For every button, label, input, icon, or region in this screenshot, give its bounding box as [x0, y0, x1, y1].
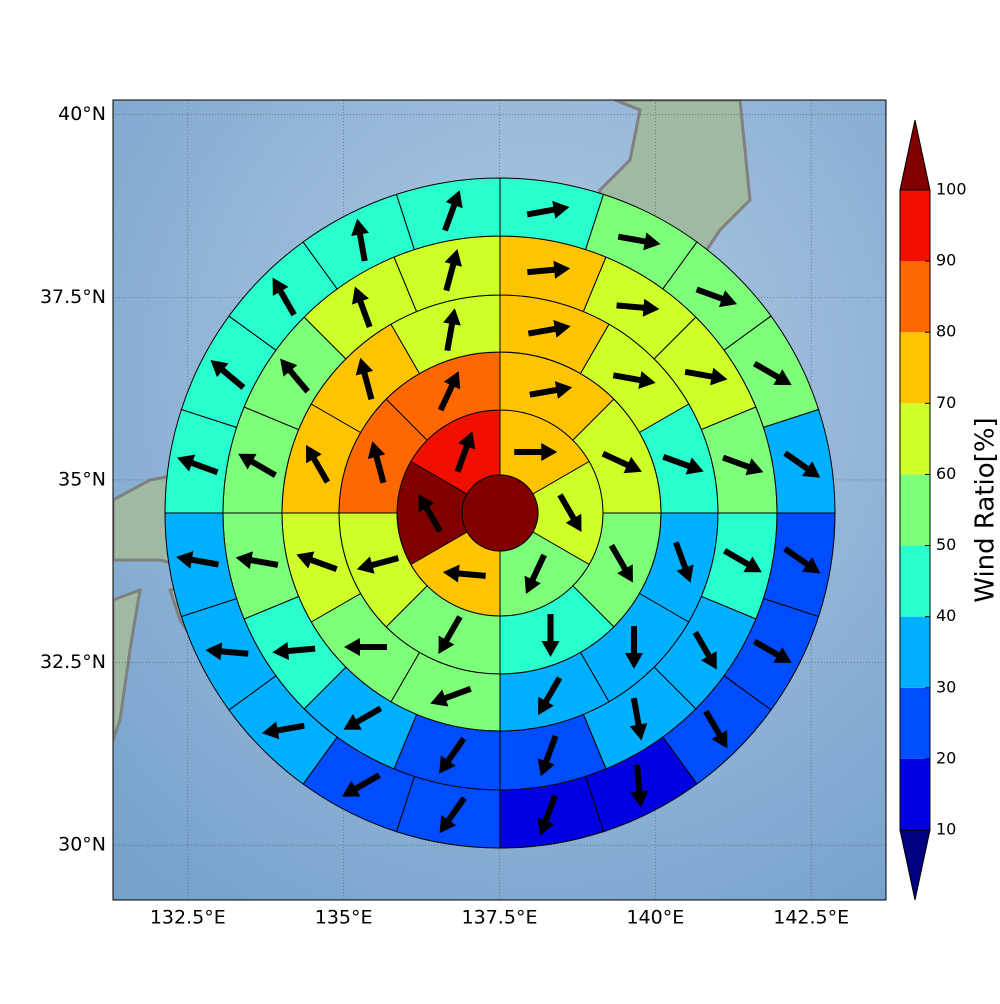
- x-tick-label: 142.5°E: [773, 907, 849, 929]
- y-tick-label: 32.5°N: [40, 651, 106, 673]
- colorbar-over: [900, 120, 930, 190]
- y-tick-label: 40°N: [58, 103, 106, 125]
- y-tick-label: 30°N: [58, 834, 106, 856]
- colorbar-segment: [900, 474, 930, 545]
- colorbar-segment: [900, 403, 930, 474]
- colorbar-tick-label: 10: [936, 820, 956, 839]
- colorbar-tick-label: 50: [936, 535, 956, 554]
- y-tick-label: 35°N: [58, 468, 106, 490]
- colorbar-tick-label: 80: [936, 322, 956, 341]
- center-disc: [462, 475, 538, 551]
- colorbar-tick-label: 70: [936, 393, 956, 412]
- colorbar-segment: [900, 759, 930, 830]
- x-tick-label: 137.5°E: [462, 907, 538, 929]
- y-tick-label: 37.5°N: [40, 286, 106, 308]
- x-tick-label: 140°E: [626, 907, 684, 929]
- colorbar-tick-label: 100: [936, 180, 967, 199]
- colorbar-segment: [900, 190, 930, 261]
- colorbar-segment: [900, 688, 930, 759]
- x-tick-label: 135°E: [315, 907, 373, 929]
- colorbar-tick-label: 60: [936, 464, 956, 483]
- colorbar-segment: [900, 546, 930, 617]
- colorbar-tick-label: 20: [936, 748, 956, 767]
- colorbar-segment: [900, 332, 930, 403]
- x-tick-label: 132.5°E: [150, 907, 226, 929]
- colorbar-label: Wind Ratio[%]: [971, 417, 1000, 602]
- colorbar-tick-label: 90: [936, 251, 956, 270]
- colorbar-segment: [900, 261, 930, 332]
- colorbar-tick-label: 40: [936, 606, 956, 625]
- polar-chart: [165, 178, 835, 848]
- colorbar-tick-label: 30: [936, 677, 956, 696]
- colorbar-segment: [900, 617, 930, 688]
- map-area: [113, 100, 886, 900]
- colorbar: 10 20 30 40 50 60 70 80 90 100: [900, 120, 967, 900]
- colorbar-under: [900, 830, 930, 900]
